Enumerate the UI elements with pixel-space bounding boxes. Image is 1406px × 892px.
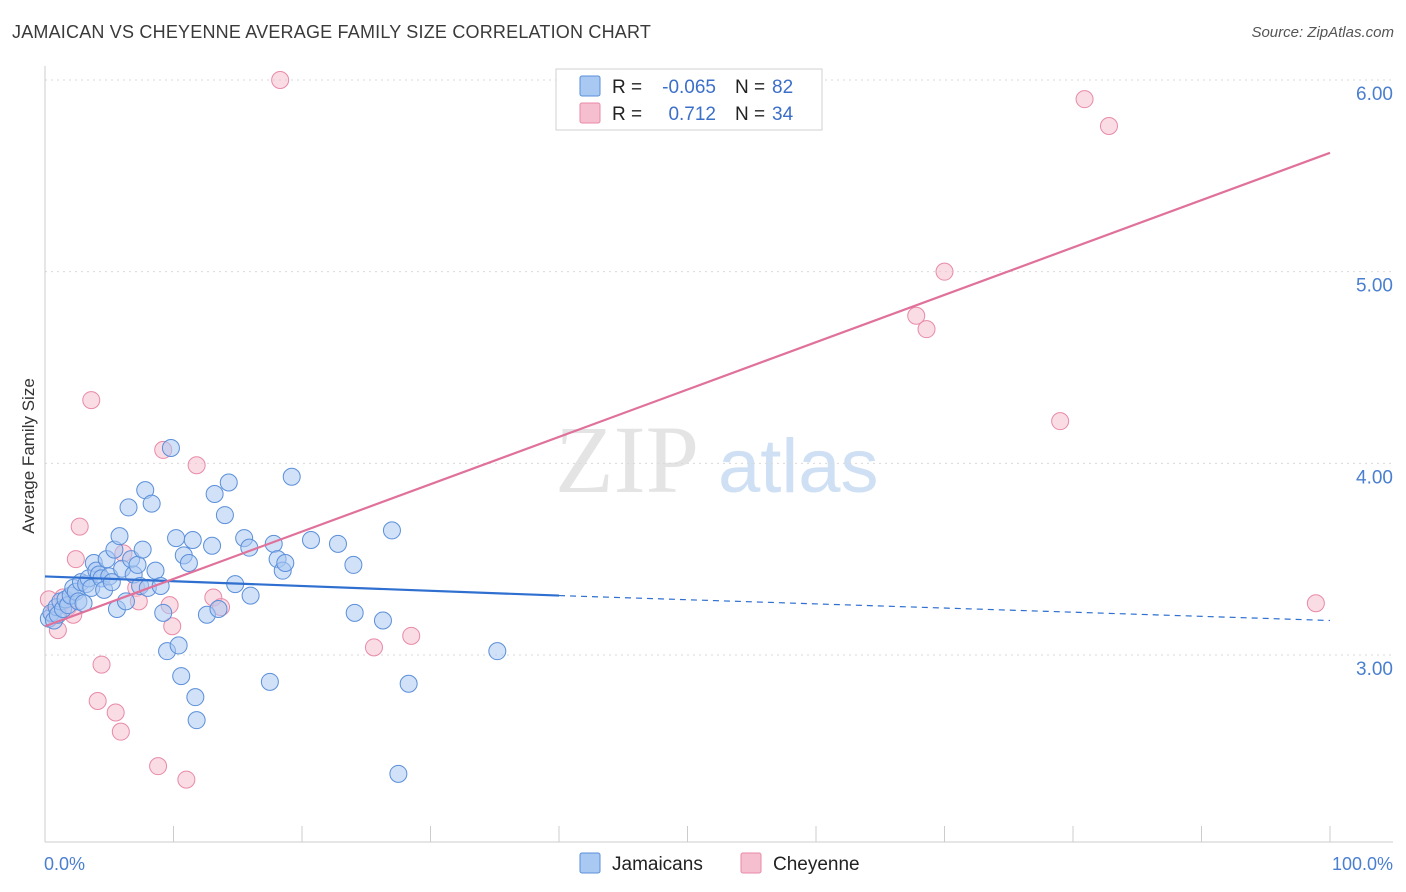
source-label: Source: ZipAtlas.com: [1251, 24, 1394, 41]
cheyenne-point: [70, 517, 89, 536]
cheyenne-point: [88, 692, 107, 710]
jamaicans-point: [169, 636, 188, 655]
jamaicans-point: [205, 485, 224, 503]
jamaicans-point: [488, 642, 507, 661]
legend-r-value: 0.712: [668, 104, 716, 125]
cheyenne-point: [917, 320, 936, 339]
jamaicans-point: [328, 534, 347, 553]
cheyenne-point: [271, 71, 290, 89]
cheyenne-point: [92, 655, 111, 674]
cheyenne-point: [82, 391, 101, 410]
grid: [45, 79, 1393, 656]
y-tick-label: 4.00: [1356, 467, 1393, 488]
jamaicans-point: [344, 555, 363, 574]
jamaicans-point: [203, 536, 222, 555]
y-tick-label: 6.00: [1356, 84, 1393, 105]
legend-r-label: R =: [612, 77, 642, 98]
legend-n-label: N =: [735, 77, 765, 98]
jamaicans-point: [142, 494, 161, 513]
watermark-zip: ZIP: [555, 406, 699, 513]
jamaicans-trend-line: [44, 575, 560, 597]
cheyenne-point: [106, 703, 125, 722]
jamaicans-trend-extension: [558, 594, 1331, 622]
jamaicans-point: [389, 764, 408, 783]
cheyenne-point: [177, 770, 196, 789]
watermark-atlas: atlas: [718, 424, 879, 509]
axes: 3.00 4.00 5.00 6.00: [44, 66, 1393, 843]
cheyenne-point: [163, 617, 182, 636]
bottom-legend-cheyenne: Cheyenne: [773, 854, 860, 875]
jamaicans-point: [260, 672, 279, 691]
legend-n-value: 82: [772, 77, 793, 98]
jamaicans-point: [276, 554, 295, 572]
jamaicans-point: [215, 506, 234, 525]
bottom-legend-swatch-jamaicans: [579, 852, 601, 874]
series-legend: Jamaicans Cheyenne: [579, 852, 860, 875]
jamaicans-point: [187, 711, 206, 730]
jamaicans-point: [183, 531, 202, 549]
jamaicans-point: [167, 529, 186, 548]
legend-n-value: 34: [772, 104, 794, 125]
jamaicans-point: [179, 554, 198, 572]
legend-r-value: -0.065: [662, 77, 716, 98]
trend-lines: [44, 151, 1331, 628]
jamaicans-point: [209, 600, 228, 618]
jamaicans-point: [373, 611, 392, 630]
jamaicans-point: [119, 498, 138, 517]
y-axis-label: Average Family Size: [19, 378, 38, 534]
cheyenne-point: [1075, 90, 1094, 109]
correlation-legend: R = -0.065 N = 82 R = 0.712 N = 34: [555, 68, 823, 131]
jamaicans-point: [146, 561, 165, 580]
y-tick-label: 3.00: [1356, 659, 1393, 680]
y-tick-label: 5.00: [1356, 276, 1393, 297]
jamaicans-point: [399, 674, 418, 693]
cheyenne-point: [364, 638, 383, 657]
cheyenne-point: [66, 550, 85, 569]
x-tick-label: 0.0%: [44, 854, 85, 874]
jamaicans-point: [301, 531, 320, 549]
cheyenne-trend-line: [44, 151, 1331, 628]
chart-title: JAMAICAN VS CHEYENNE AVERAGE FAMILY SIZE…: [12, 22, 652, 42]
x-tick-label: 100.0%: [1332, 854, 1393, 874]
cheyenne-point: [935, 262, 954, 281]
legend-n-label: N =: [735, 104, 765, 125]
jamaicans-point: [161, 439, 180, 457]
legend-r-label: R =: [612, 104, 642, 125]
cheyenne-point: [149, 757, 168, 776]
jamaicans-point: [110, 527, 129, 546]
cheyenne-point: [1306, 594, 1325, 613]
jamaicans-point: [282, 467, 301, 486]
jamaicans-point: [219, 473, 238, 492]
cheyenne-point: [187, 456, 206, 475]
jamaicans-point: [154, 603, 173, 622]
cheyenne-point: [111, 722, 130, 741]
jamaicans-point: [382, 521, 401, 540]
jamaicans-point: [345, 603, 364, 622]
cheyenne-point: [1099, 117, 1118, 135]
jamaicans-point: [241, 586, 260, 605]
jamaicans-points: [39, 439, 507, 783]
jamaicans-point: [172, 667, 191, 686]
jamaicans-point: [186, 688, 205, 707]
jamaicans-point: [128, 555, 147, 574]
cheyenne-point: [402, 626, 421, 645]
cheyenne-point: [907, 306, 926, 325]
legend-swatch-jamaicans: [579, 75, 601, 97]
legend-swatch-cheyenne: [579, 102, 601, 124]
cheyenne-point: [1051, 412, 1070, 431]
bottom-legend-jamaicans: Jamaicans: [612, 854, 703, 875]
bottom-legend-swatch-cheyenne: [740, 852, 762, 874]
jamaicans-point: [133, 540, 152, 559]
